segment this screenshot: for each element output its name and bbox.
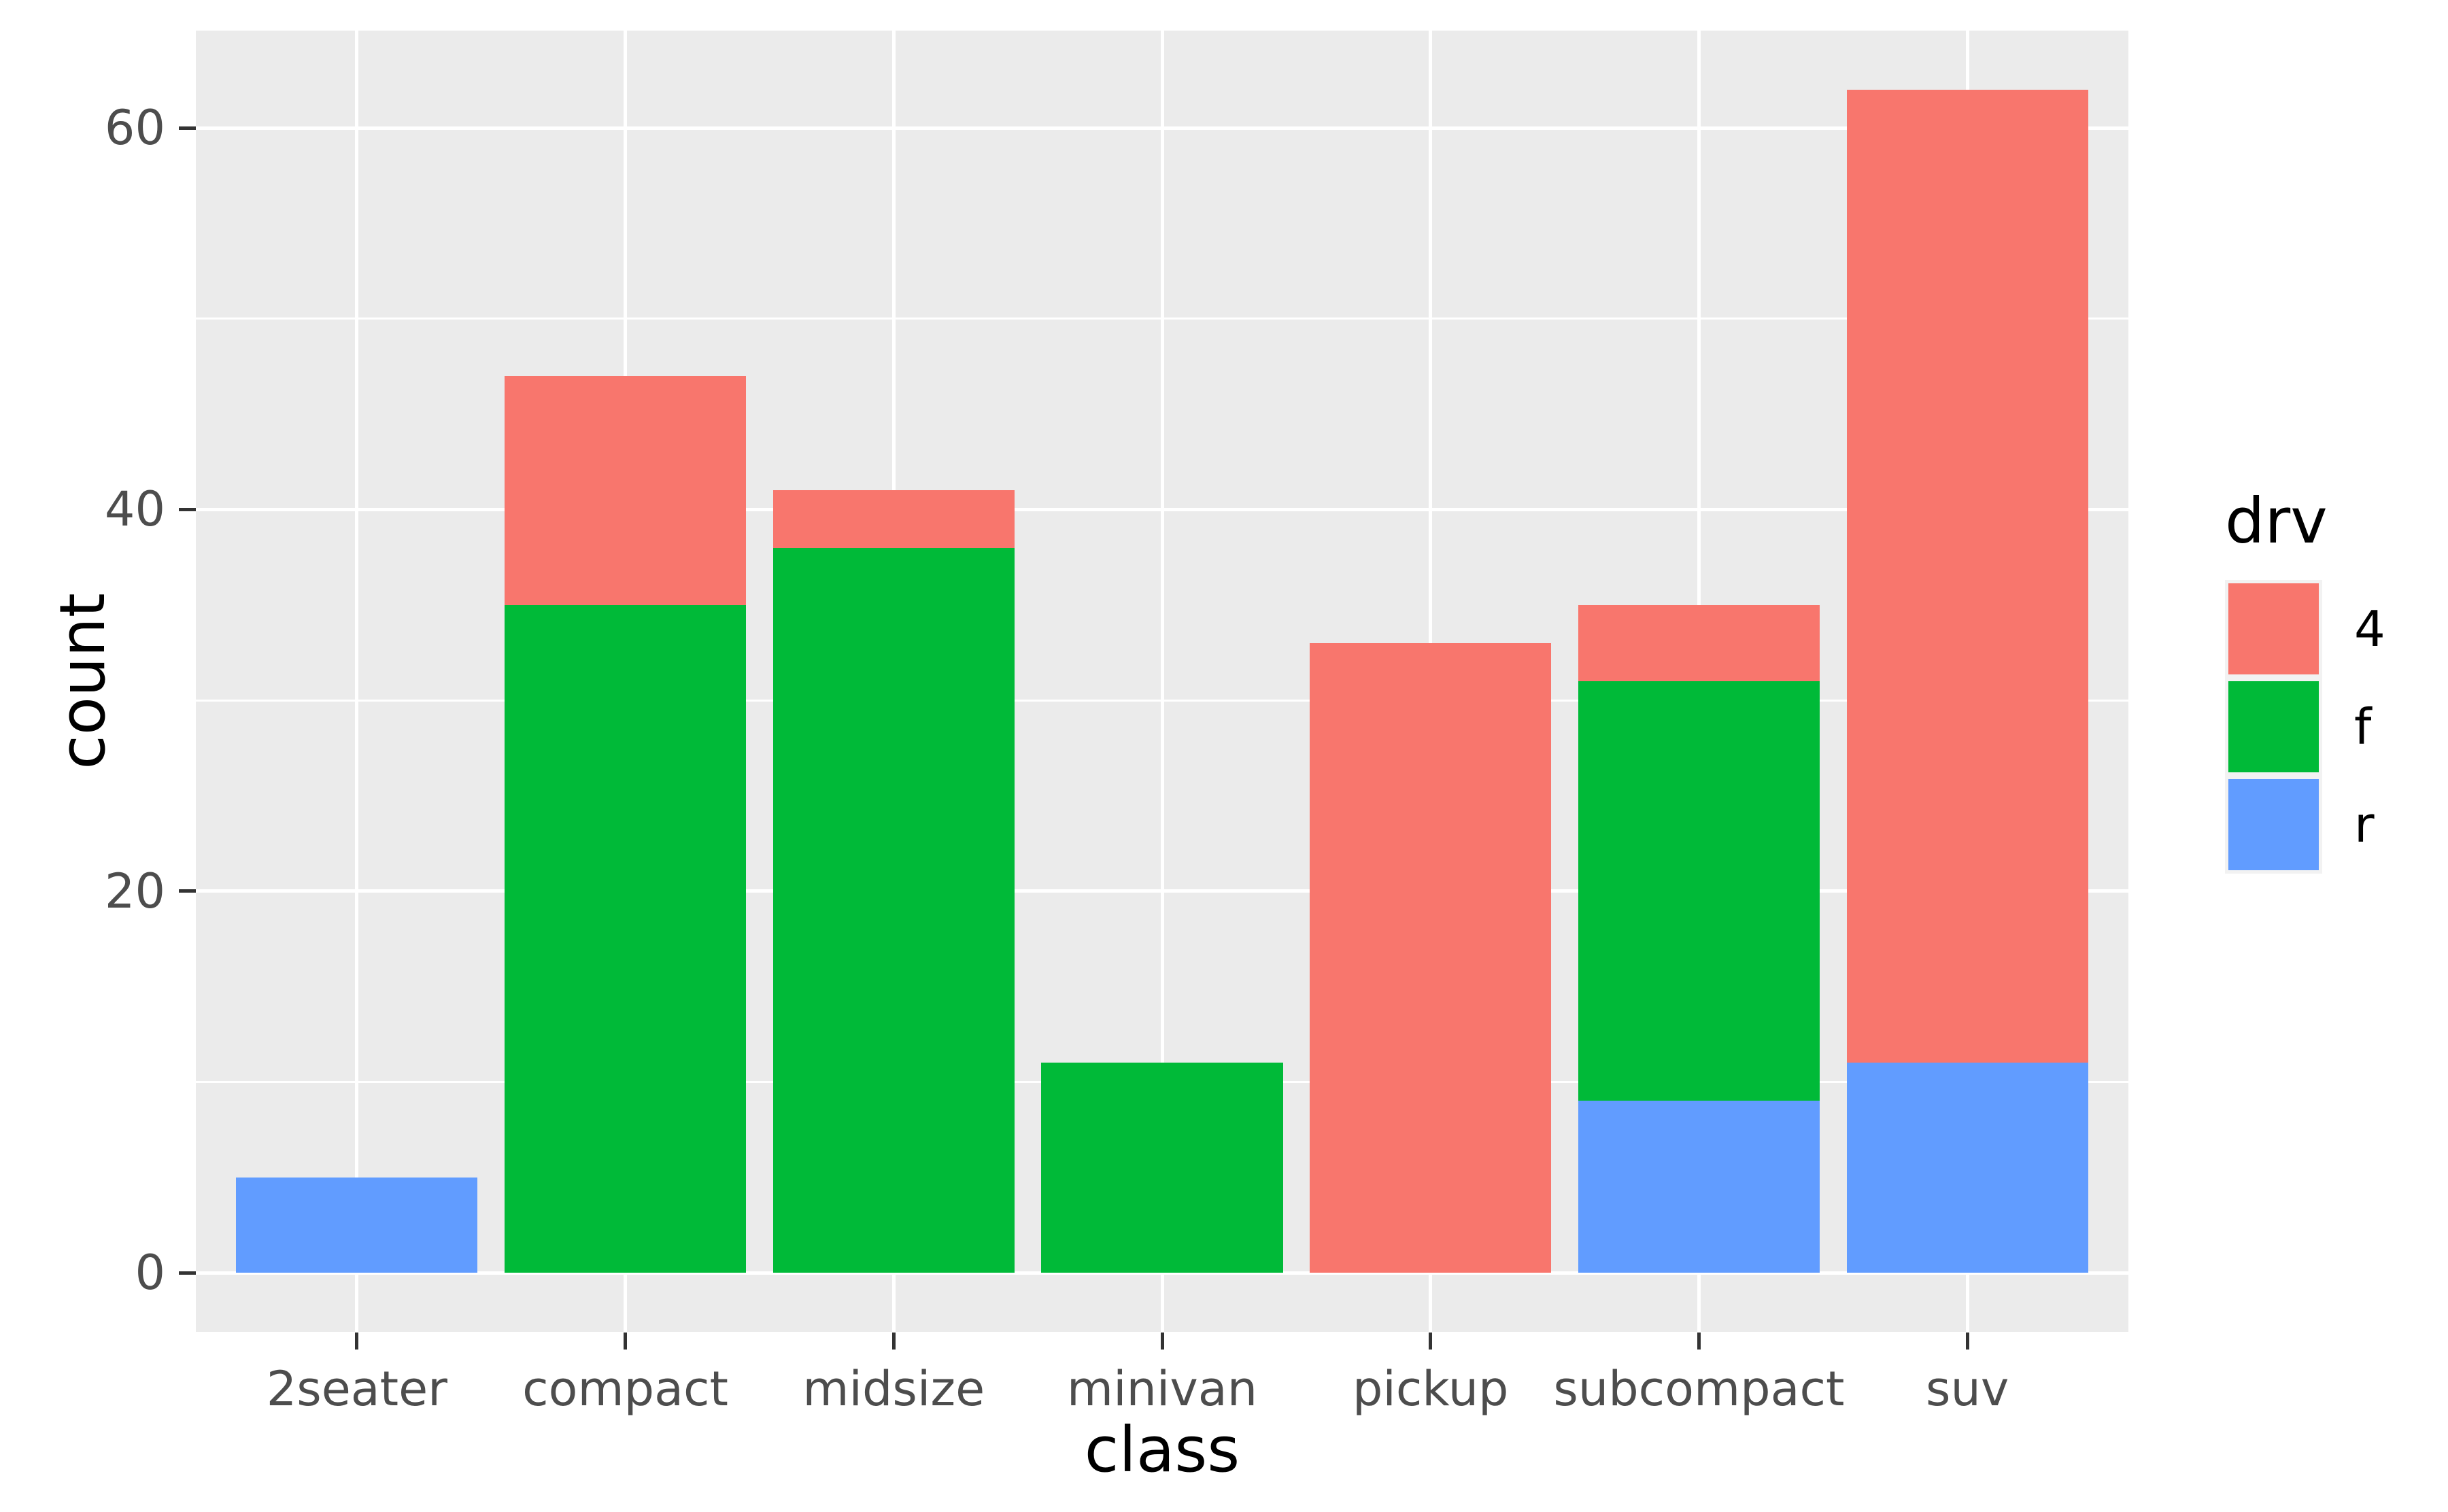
x-axis-tick-label: compact	[522, 1361, 728, 1417]
x-axis-tick-label: 2seater	[266, 1361, 447, 1417]
x-axis-tick-mark	[1697, 1333, 1701, 1350]
bar-segment-subcompact-drv-r	[1578, 1101, 1820, 1273]
y-axis-title: count	[46, 593, 119, 770]
x-major-gridline	[355, 31, 359, 1332]
y-axis-tick-mark	[179, 507, 196, 511]
y-axis-tick-label: 40	[104, 481, 165, 538]
x-axis-tick-mark	[1429, 1333, 1433, 1350]
bar-segment-compact-drv-f	[504, 604, 747, 1273]
x-axis-title: class	[1084, 1413, 1240, 1486]
bar-segment-compact-drv-4	[504, 375, 747, 605]
x-axis-tick-mark	[891, 1333, 896, 1350]
x-axis-tick-label: midsize	[802, 1361, 985, 1417]
bar-segment-midsize-drv-f	[772, 547, 1015, 1273]
bar-segment-2seater-drv-r	[236, 1177, 478, 1273]
y-axis-tick-label: 60	[104, 100, 165, 156]
legend-label-r: r	[2354, 796, 2375, 853]
bar-segment-subcompact-drv-f	[1578, 681, 1820, 1101]
bar-segment-suv-drv-r	[1846, 1063, 2088, 1273]
legend-swatch-r	[2228, 779, 2319, 870]
x-axis-tick-label: minivan	[1066, 1361, 1258, 1417]
y-axis-tick-mark	[179, 1271, 196, 1275]
x-axis-tick-mark	[1160, 1333, 1164, 1350]
y-axis-tick-label: 0	[135, 1245, 165, 1301]
legend-label-f: f	[2354, 698, 2372, 755]
bar-segment-minivan-drv-f	[1041, 1063, 1283, 1273]
y-axis-tick-mark	[179, 126, 196, 130]
x-axis-tick-mark	[1965, 1333, 1969, 1350]
bar-segment-subcompact-drv-4	[1578, 604, 1820, 681]
x-axis-tick-label: suv	[1926, 1361, 2009, 1417]
x-axis-tick-label: pickup	[1352, 1361, 1509, 1417]
y-axis-tick-label: 20	[104, 863, 165, 919]
x-major-gridline	[1160, 31, 1164, 1332]
legend-swatch-4	[2228, 583, 2319, 674]
legend-label-4: 4	[2354, 600, 2385, 657]
x-axis-tick-mark	[624, 1333, 628, 1350]
y-axis-tick-mark	[179, 889, 196, 893]
legend-swatch-f	[2228, 681, 2319, 772]
bar-segment-pickup-drv-4	[1310, 642, 1552, 1273]
legend-title: drv	[2225, 485, 2328, 557]
x-axis-tick-label: subcompact	[1553, 1361, 1845, 1417]
bar-segment-midsize-drv-4	[772, 490, 1015, 548]
bar-segment-suv-drv-4	[1846, 90, 2088, 1063]
x-axis-tick-mark	[355, 1333, 359, 1350]
